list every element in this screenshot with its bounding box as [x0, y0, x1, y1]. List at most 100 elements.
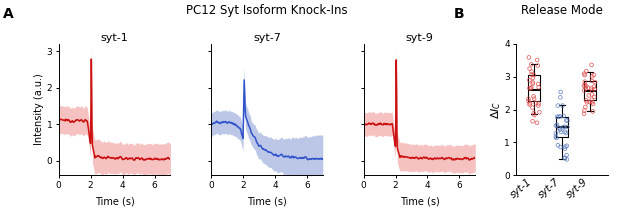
Point [552, 123, 562, 127]
Point [534, 110, 544, 114]
X-axis label: Time (s): Time (s) [247, 196, 287, 206]
Point [561, 153, 571, 157]
Point [579, 84, 589, 88]
Point [551, 135, 561, 139]
Text: Release Mode: Release Mode [521, 4, 603, 17]
Point [590, 87, 600, 91]
Point [525, 101, 535, 105]
Point [524, 86, 534, 90]
Point [531, 101, 540, 105]
Point [553, 104, 563, 107]
Point [524, 56, 534, 59]
Point [523, 97, 533, 101]
Point [581, 105, 590, 109]
Point [587, 93, 597, 96]
Point [528, 120, 537, 123]
Point [562, 144, 572, 147]
Point [560, 156, 569, 160]
Point [526, 63, 536, 66]
Point [532, 121, 542, 125]
Point [533, 82, 543, 86]
Point [529, 111, 539, 115]
Point [589, 73, 598, 77]
Point [560, 156, 570, 160]
Point [524, 78, 534, 82]
Point [582, 101, 592, 104]
Point [579, 72, 589, 75]
Point [588, 102, 598, 106]
X-axis label: Time (s): Time (s) [400, 196, 439, 206]
Point [555, 96, 565, 99]
Point [558, 126, 568, 129]
Point [553, 115, 563, 119]
Point [581, 99, 591, 102]
Point [587, 79, 597, 83]
Point [555, 145, 565, 149]
Point [534, 86, 544, 89]
Point [561, 119, 571, 122]
Point [555, 115, 565, 118]
Point [524, 99, 534, 103]
Point [556, 90, 566, 94]
Point [587, 63, 597, 67]
Text: B: B [453, 7, 464, 21]
Title: syt-1: syt-1 [101, 33, 128, 43]
Point [527, 70, 537, 73]
Point [558, 114, 568, 118]
Point [579, 112, 589, 115]
Point [551, 132, 561, 135]
Text: PC12 Syt Isoform Knock-Ins: PC12 Syt Isoform Knock-Ins [186, 4, 348, 17]
Point [560, 130, 569, 134]
Point [529, 113, 539, 117]
Point [529, 97, 539, 101]
Point [563, 119, 573, 122]
Point [579, 89, 589, 92]
Point [561, 131, 571, 135]
Point [586, 87, 596, 90]
Point [534, 104, 544, 107]
Text: A: A [3, 7, 14, 21]
Point [581, 69, 591, 73]
Point [584, 100, 594, 104]
Point [553, 143, 563, 147]
Point [583, 86, 593, 90]
Point [580, 73, 590, 77]
Y-axis label: $\Delta I_C$: $\Delta I_C$ [489, 100, 503, 119]
Point [560, 145, 570, 148]
Point [526, 87, 536, 90]
Title: syt-7: syt-7 [253, 33, 281, 43]
Point [587, 89, 597, 92]
Point [528, 106, 537, 109]
Point [563, 125, 573, 129]
Point [560, 147, 570, 150]
Point [587, 98, 597, 101]
Point [588, 110, 598, 113]
Point [524, 103, 534, 106]
Point [534, 102, 544, 105]
Point [551, 124, 561, 127]
Point [529, 95, 539, 98]
Point [579, 109, 589, 112]
Point [533, 64, 543, 67]
Point [528, 82, 537, 85]
Point [587, 75, 597, 78]
Point [560, 125, 569, 129]
Point [552, 115, 562, 118]
Point [590, 80, 600, 84]
Point [556, 130, 566, 134]
X-axis label: Time (s): Time (s) [94, 196, 135, 206]
Point [552, 136, 561, 140]
Point [555, 128, 565, 131]
Point [580, 80, 590, 83]
Point [528, 76, 538, 80]
Point [589, 85, 599, 88]
Point [581, 84, 591, 88]
Y-axis label: Intensity (a.u.): Intensity (a.u.) [34, 74, 44, 145]
Point [581, 87, 590, 90]
Point [532, 58, 542, 62]
Point [526, 86, 536, 90]
Point [528, 81, 538, 84]
Point [589, 95, 599, 99]
Point [587, 101, 597, 104]
Point [580, 83, 590, 87]
